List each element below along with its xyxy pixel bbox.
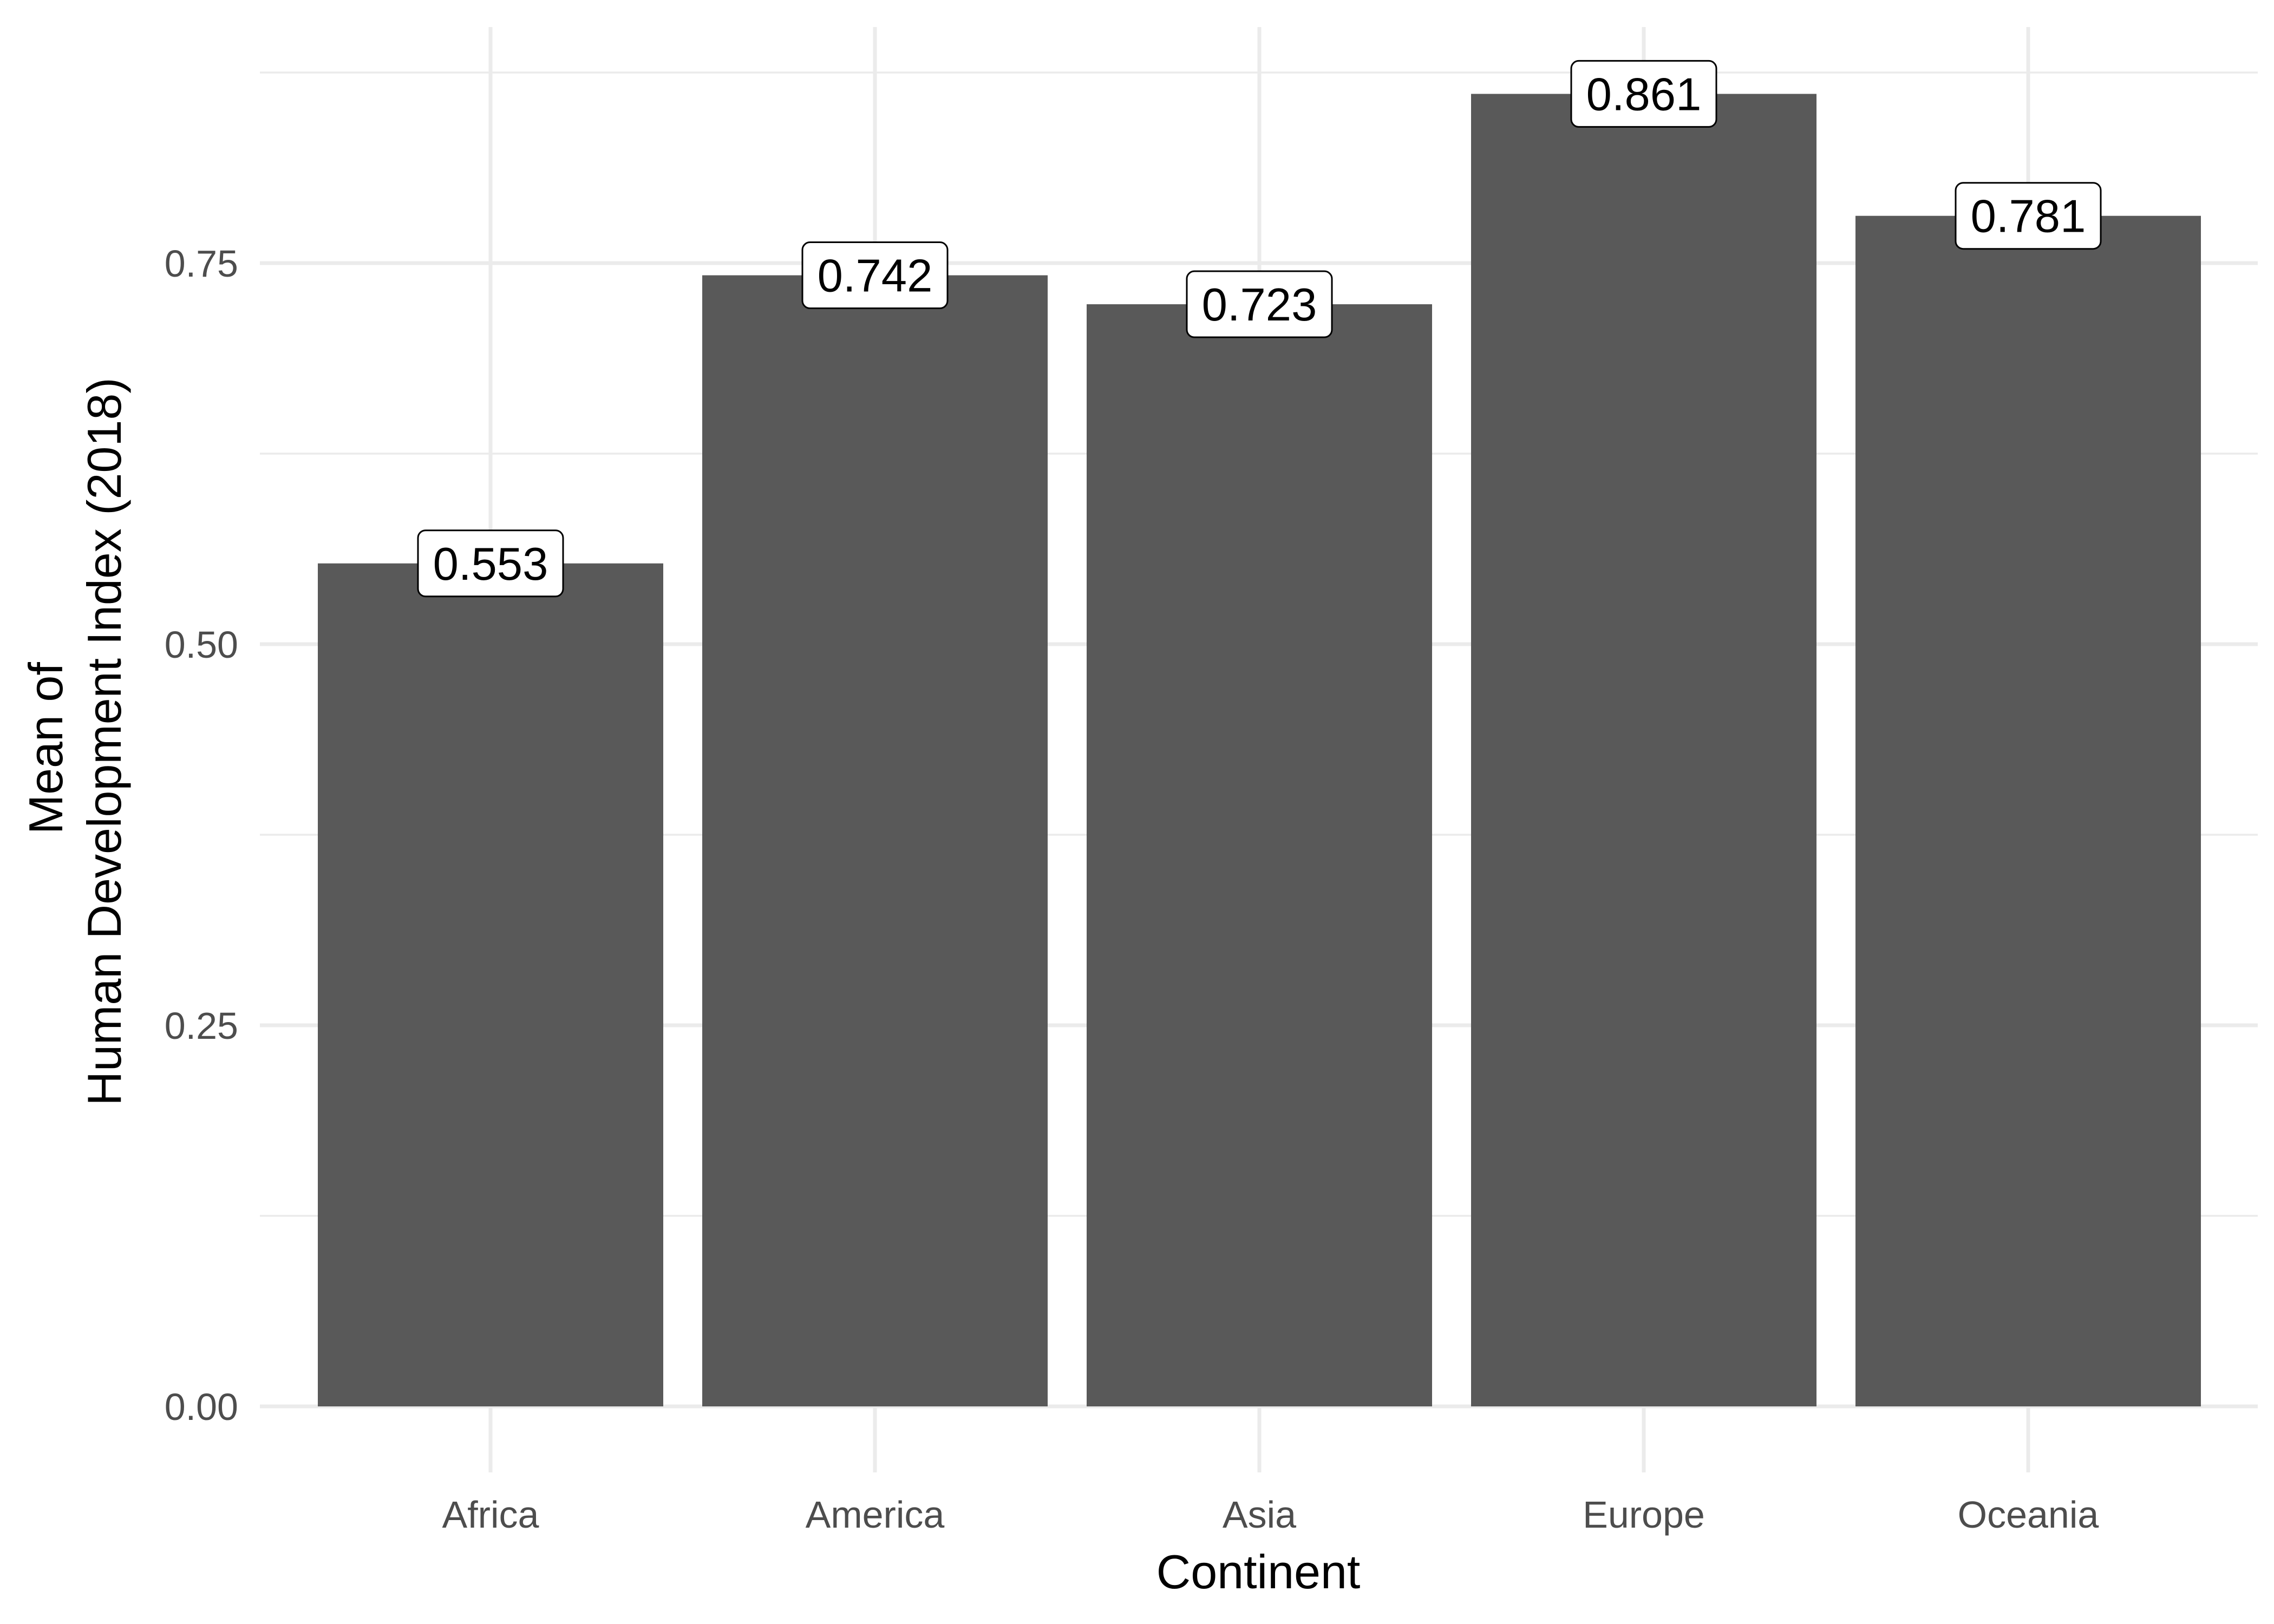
x-tick-label: Africa bbox=[442, 1494, 539, 1536]
data-label-box bbox=[1186, 270, 1333, 338]
data-label: 0.742 bbox=[801, 241, 949, 310]
data-label: 0.861 bbox=[1570, 60, 1717, 128]
x-axis-ticks: Africa America Asia Europe Oceania bbox=[442, 1494, 2099, 1536]
data-label: 0.723 bbox=[1186, 270, 1333, 338]
x-tick-label: America bbox=[806, 1494, 945, 1536]
y-axis-title-line-1: Mean of bbox=[19, 662, 73, 835]
y-axis-title-line-2: Human Development Index (2018) bbox=[77, 377, 131, 1105]
x-axis-title: Continent bbox=[1156, 1545, 1361, 1599]
bars bbox=[318, 94, 2201, 1406]
bar-america bbox=[702, 275, 1048, 1406]
y-tick-label: 0.50 bbox=[165, 624, 238, 666]
x-tick-label: Asia bbox=[1223, 1494, 1296, 1536]
data-label-box bbox=[1570, 60, 1717, 128]
data-label-text: 0.861 bbox=[1586, 69, 1702, 120]
data-label: 0.781 bbox=[1955, 182, 2102, 250]
y-tick-label: 0.25 bbox=[165, 1005, 238, 1047]
data-label-box bbox=[801, 241, 949, 310]
x-tick-label: Europe bbox=[1583, 1494, 1705, 1536]
data-label-box bbox=[1955, 182, 2102, 250]
data-label-text: 0.553 bbox=[433, 539, 548, 590]
x-tick-label: Oceania bbox=[1958, 1494, 2099, 1536]
data-label-text: 0.742 bbox=[818, 251, 933, 302]
y-tick-label: 0.00 bbox=[165, 1386, 238, 1428]
y-axis-title: Mean of Human Development Index (2018) bbox=[19, 377, 131, 1105]
data-label-text: 0.781 bbox=[1971, 191, 2086, 243]
bar-europe bbox=[1471, 94, 1816, 1406]
data-labels: 0.553 0.742 0.723 0.861 0.781 bbox=[417, 60, 2102, 598]
y-axis-ticks: 0.00 0.25 0.50 0.75 bbox=[165, 243, 238, 1428]
y-tick-label: 0.75 bbox=[165, 243, 238, 285]
data-label-text: 0.723 bbox=[1202, 279, 1317, 331]
bar-asia bbox=[1087, 304, 1432, 1406]
data-label-box bbox=[417, 529, 564, 598]
bar-oceania bbox=[1855, 215, 2201, 1406]
data-label: 0.553 bbox=[417, 529, 564, 598]
bar-africa bbox=[318, 563, 663, 1406]
